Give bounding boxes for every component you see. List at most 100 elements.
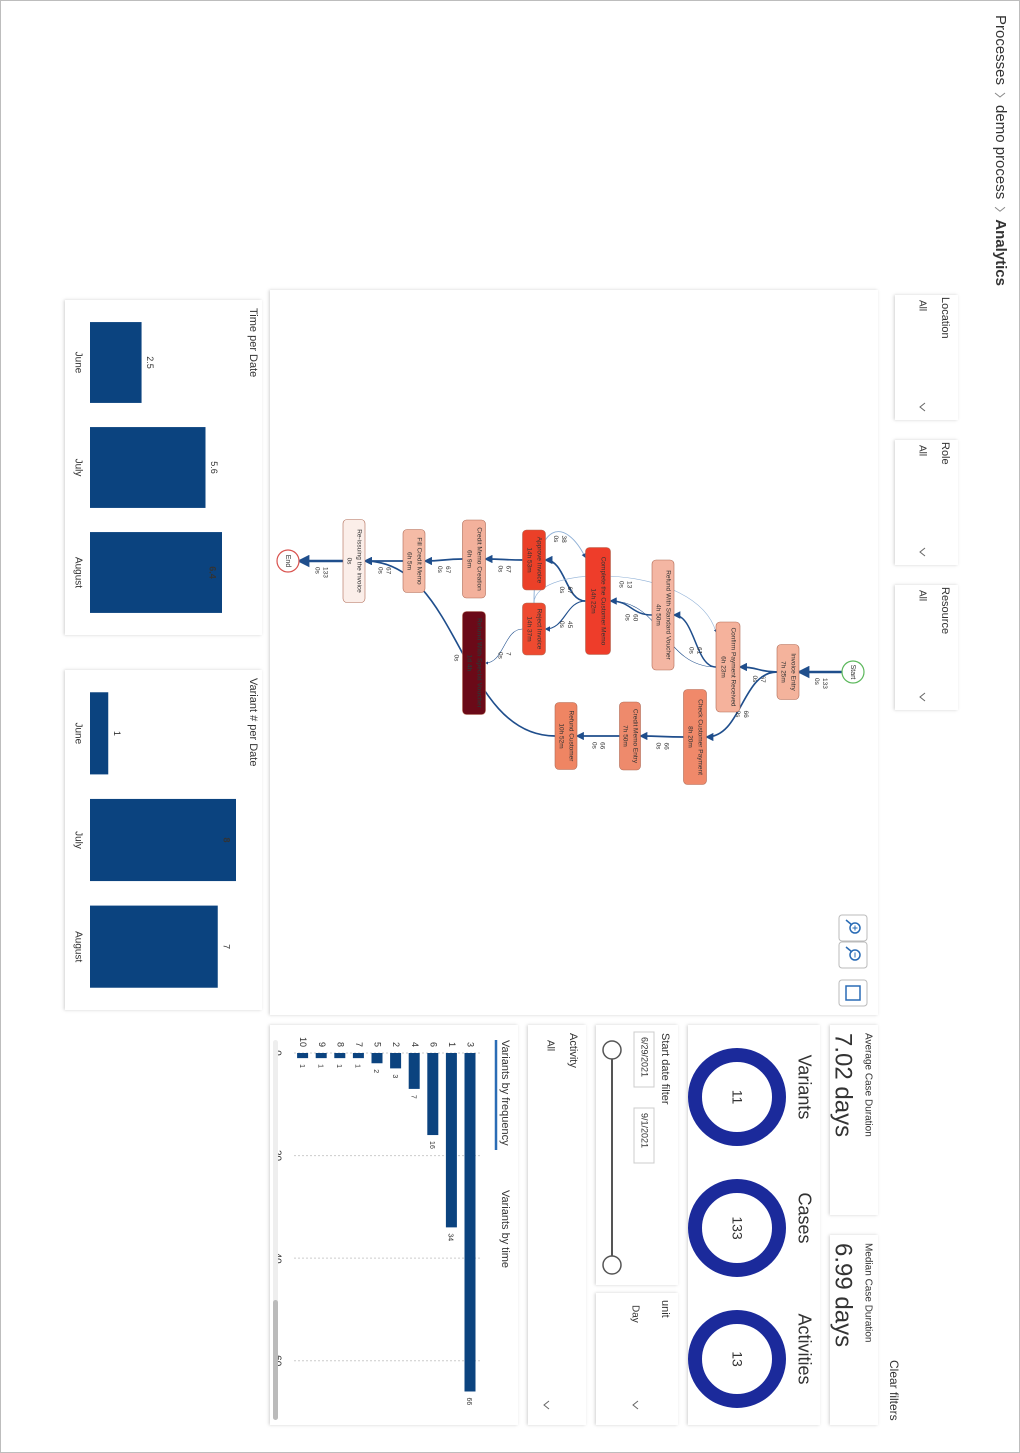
node-duration: 10h 52m	[557, 723, 564, 748]
date-value: 6/29/2021	[640, 1037, 650, 1077]
node-duration: 0s	[345, 558, 352, 566]
activity-node[interactable]	[342, 519, 366, 603]
zoom-button[interactable]	[838, 941, 868, 969]
unit-dropdown[interactable]: Day	[629, 1305, 640, 1323]
activity-node[interactable]	[651, 559, 675, 671]
value-label: 1	[316, 1064, 323, 1068]
filter-dropdown[interactable]: All	[916, 590, 927, 601]
node-label: Re-issuing the invoice	[355, 529, 362, 593]
edge-count: 66	[742, 711, 749, 719]
activity-node[interactable]	[619, 701, 641, 771]
breadcrumb-separator	[994, 206, 1006, 212]
activity-node[interactable]	[776, 644, 800, 700]
edge-count: 67	[759, 676, 766, 684]
value-label: 8	[222, 837, 232, 842]
activity-node[interactable]	[522, 602, 546, 656]
edge-time: 0s	[376, 567, 383, 575]
filter-label: Location	[939, 297, 951, 339]
activity-node[interactable]	[402, 529, 426, 593]
scrollbar-thumb[interactable]	[273, 1300, 278, 1420]
breadcrumb-separator	[994, 92, 1006, 98]
process-edge	[544, 600, 586, 632]
y-tick-label: 3	[466, 1042, 476, 1047]
chevron-icon	[919, 402, 926, 412]
activity-node[interactable]	[462, 611, 486, 715]
activity-node[interactable]	[585, 547, 611, 655]
bar	[315, 1053, 327, 1059]
bar	[464, 1053, 476, 1392]
filter-dropdown[interactable]: All	[916, 300, 927, 311]
filter-dropdown[interactable]: All	[916, 445, 927, 456]
edge-count: 45	[566, 621, 573, 629]
filter-label: Resource	[939, 587, 951, 634]
edge-count: 67	[566, 587, 573, 595]
chevron-icon	[632, 1400, 639, 1410]
breadcrumb-item[interactable]: demo process	[992, 105, 1009, 199]
edge-time: 0s	[617, 581, 624, 589]
clear-filters-link[interactable]: Clear filters	[887, 1360, 901, 1421]
value-label: 16	[428, 1141, 435, 1149]
edge-time: 0s	[558, 587, 565, 595]
y-tick-label: 4	[410, 1042, 420, 1047]
node-label: End	[284, 555, 291, 568]
bar	[90, 427, 206, 508]
date-input[interactable]	[633, 1107, 655, 1164]
activity-node[interactable]	[683, 689, 707, 785]
card	[895, 295, 958, 420]
value-label: 7	[221, 944, 231, 949]
tab[interactable]: Variants by time	[499, 1190, 511, 1268]
card	[270, 1025, 518, 1425]
activity-dropdown[interactable]: All	[544, 1040, 555, 1051]
x-tick-label: August	[72, 931, 83, 962]
bar	[90, 905, 218, 988]
activity-node[interactable]	[462, 519, 486, 599]
node-duration: 7h 50m	[621, 725, 628, 747]
value-label: 3	[391, 1074, 398, 1078]
date-input[interactable]	[633, 1031, 655, 1088]
bar	[297, 1053, 309, 1059]
process-edge	[672, 611, 717, 668]
node-label: Credit Memo Creation	[475, 527, 482, 591]
slider-handle[interactable]	[602, 1255, 622, 1275]
zoom-icon	[845, 946, 853, 953]
edge-time: 0s	[558, 621, 565, 629]
date-value: 9/1/2021	[640, 1113, 650, 1148]
breadcrumb-item[interactable]: Processes	[992, 15, 1009, 85]
activity-node[interactable]	[522, 529, 546, 591]
node-duration: 8h 20m	[686, 726, 693, 748]
node-duration: 4h 50m	[654, 604, 661, 626]
x-tick-label: August	[72, 557, 83, 588]
edge-count: 38	[560, 536, 567, 544]
edge-time: 0s	[496, 652, 503, 660]
fit-button[interactable]	[838, 979, 868, 1007]
node-label: Start	[849, 665, 856, 680]
slider-handle[interactable]	[602, 1040, 622, 1060]
activity-node[interactable]	[554, 702, 578, 770]
value-label: 1	[298, 1064, 305, 1068]
donut-value: 13	[729, 1351, 745, 1367]
process-edge	[485, 628, 523, 665]
edge-time: 0s	[687, 647, 694, 655]
node-label: Fill Credit Memo	[415, 537, 422, 585]
value-label: 5.6	[209, 461, 219, 474]
terminal-node	[841, 660, 865, 684]
filter-label: Activity	[567, 1033, 579, 1068]
process-edge	[484, 554, 523, 564]
bar	[352, 1053, 364, 1059]
card	[895, 440, 958, 565]
edge-time: 0s	[496, 566, 503, 574]
donut-value: 11	[729, 1090, 745, 1105]
donut	[688, 1048, 786, 1146]
activity-node[interactable]	[715, 621, 741, 713]
y-tick-label: 8	[335, 1042, 345, 1047]
donut	[688, 1179, 786, 1277]
node-label: Invoice Entry	[789, 653, 796, 691]
edge-time: 0s	[313, 567, 320, 575]
tab[interactable]: Variants by frequency	[499, 1040, 511, 1146]
edge-time: 0s	[591, 742, 598, 750]
filter-label: Start date filter	[659, 1033, 671, 1105]
bar	[90, 532, 222, 613]
node-duration: 14h 37m	[525, 616, 532, 641]
node-duration: 6h 9m	[465, 550, 472, 568]
